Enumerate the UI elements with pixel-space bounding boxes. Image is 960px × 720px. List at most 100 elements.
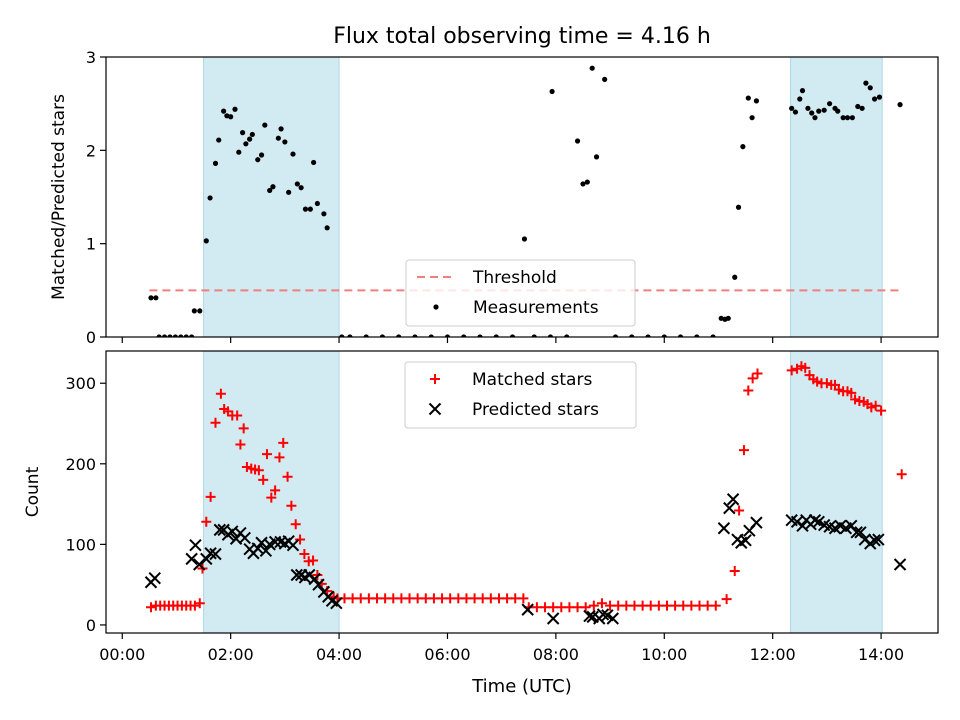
matched-star-point — [866, 402, 877, 413]
matched-star-point — [738, 445, 749, 456]
matched-star-point — [721, 594, 732, 605]
measurement-point — [826, 101, 833, 107]
measurement-point — [589, 65, 595, 71]
measurement-point — [493, 334, 499, 337]
matched-star-point — [201, 516, 212, 527]
matched-star-point — [278, 437, 289, 448]
measurement-point — [789, 105, 795, 111]
predicted-star-point — [308, 572, 321, 586]
measurement-point — [564, 334, 570, 337]
x-tick-label: 10:00 — [641, 645, 687, 664]
measurement-point — [799, 88, 806, 94]
matched-star-point — [145, 602, 156, 613]
matched-star-point — [786, 365, 797, 376]
measurement-point — [805, 105, 811, 111]
matched-star-point — [215, 388, 226, 399]
measurement-point — [191, 308, 197, 314]
matched-star-point — [821, 378, 832, 389]
matched-star-point — [747, 373, 758, 384]
measurement-point — [812, 115, 818, 121]
matched-star-point — [238, 423, 249, 434]
measurement-point — [302, 206, 309, 212]
predicted-star-point — [268, 535, 282, 549]
measurement-point — [444, 334, 451, 337]
matched-star-point — [743, 385, 754, 396]
measurement-point — [255, 157, 261, 163]
predicted-star-point — [583, 609, 596, 623]
x-tick-label: 02:00 — [208, 645, 254, 664]
measurement-point — [236, 149, 242, 155]
plot-area — [148, 65, 903, 337]
matched-star-point — [588, 600, 599, 611]
measurement-point — [216, 137, 222, 143]
predicted-star-point — [238, 531, 251, 545]
y-tick-label: 0 — [86, 616, 96, 635]
predicted-star-point — [189, 538, 202, 552]
measurement-point — [809, 110, 815, 116]
matched-star-point — [850, 394, 861, 405]
matched-star-point — [270, 485, 281, 496]
measurement-point — [871, 96, 878, 102]
predicted-star-point — [893, 558, 907, 571]
measurement-point — [310, 159, 317, 166]
legend-matched-swatch — [430, 374, 440, 384]
x-tick-label: 00:00 — [99, 645, 145, 664]
predicted-star-point — [739, 534, 752, 547]
y-tick-label: 1 — [86, 235, 96, 254]
y-tick-label: 3 — [86, 48, 96, 67]
measurement-point — [363, 334, 369, 337]
measurement-point — [183, 334, 189, 337]
matched-star-point — [295, 534, 306, 545]
legend — [405, 259, 636, 327]
measurement-point — [267, 187, 273, 194]
measurement-point — [677, 334, 684, 337]
predicted-star-point — [286, 538, 300, 552]
chart-title: Flux total observing time = 4.16 h — [333, 24, 711, 49]
matched-star-point — [205, 491, 216, 502]
measurement-point — [314, 200, 320, 207]
matched-star-point — [596, 598, 607, 609]
measurement-point — [735, 204, 742, 210]
measurement-point — [412, 334, 418, 337]
observing-band — [790, 350, 883, 634]
predicted-star-point — [521, 603, 534, 616]
measurement-point — [863, 80, 869, 86]
measurement-point — [239, 130, 246, 136]
measurement-point — [156, 334, 162, 337]
measurement-point — [243, 141, 249, 147]
x-tick-label: 06:00 — [424, 645, 470, 664]
count-panel: 0 100 200 300 00:00 02:00 04:00 06:00 08:00 10:00… — [23, 350, 939, 664]
measurement-point — [732, 274, 738, 280]
predicted-star-point — [723, 501, 736, 515]
legend-label: Threshold — [472, 268, 557, 288]
measurement-point — [221, 108, 227, 114]
matched-star-point — [194, 598, 205, 609]
predicted-star-point — [872, 533, 885, 546]
predicted-star-point — [251, 542, 264, 555]
matched-star-point — [241, 462, 252, 473]
measurement-point — [161, 334, 168, 337]
measurement-point — [855, 103, 861, 110]
ratio-panel: 0 1 2 3 Matched/Predicted stars Threshold Meas… — [49, 48, 939, 347]
measurement-point — [247, 136, 253, 142]
predicted-star-point — [854, 526, 867, 539]
predicted-star-point — [204, 547, 217, 560]
legend-label: Measurements — [473, 298, 599, 318]
measurement-point — [212, 160, 219, 166]
matched-star-point — [580, 602, 591, 613]
predicted-star-point — [185, 552, 198, 566]
measurement-point — [844, 115, 851, 121]
measurement-point — [148, 295, 154, 301]
measurement-point — [197, 308, 203, 314]
matched-star-point — [210, 417, 221, 428]
predicted-star-point — [213, 523, 227, 537]
measurement-point — [339, 334, 345, 337]
measurement-point — [612, 334, 619, 337]
measurement-point — [207, 195, 213, 201]
legend-label: Matched stars — [472, 370, 592, 390]
measurement-point — [547, 334, 554, 337]
measurement-point — [203, 238, 209, 244]
measurement-point — [278, 126, 284, 132]
measurement-point — [710, 334, 716, 337]
